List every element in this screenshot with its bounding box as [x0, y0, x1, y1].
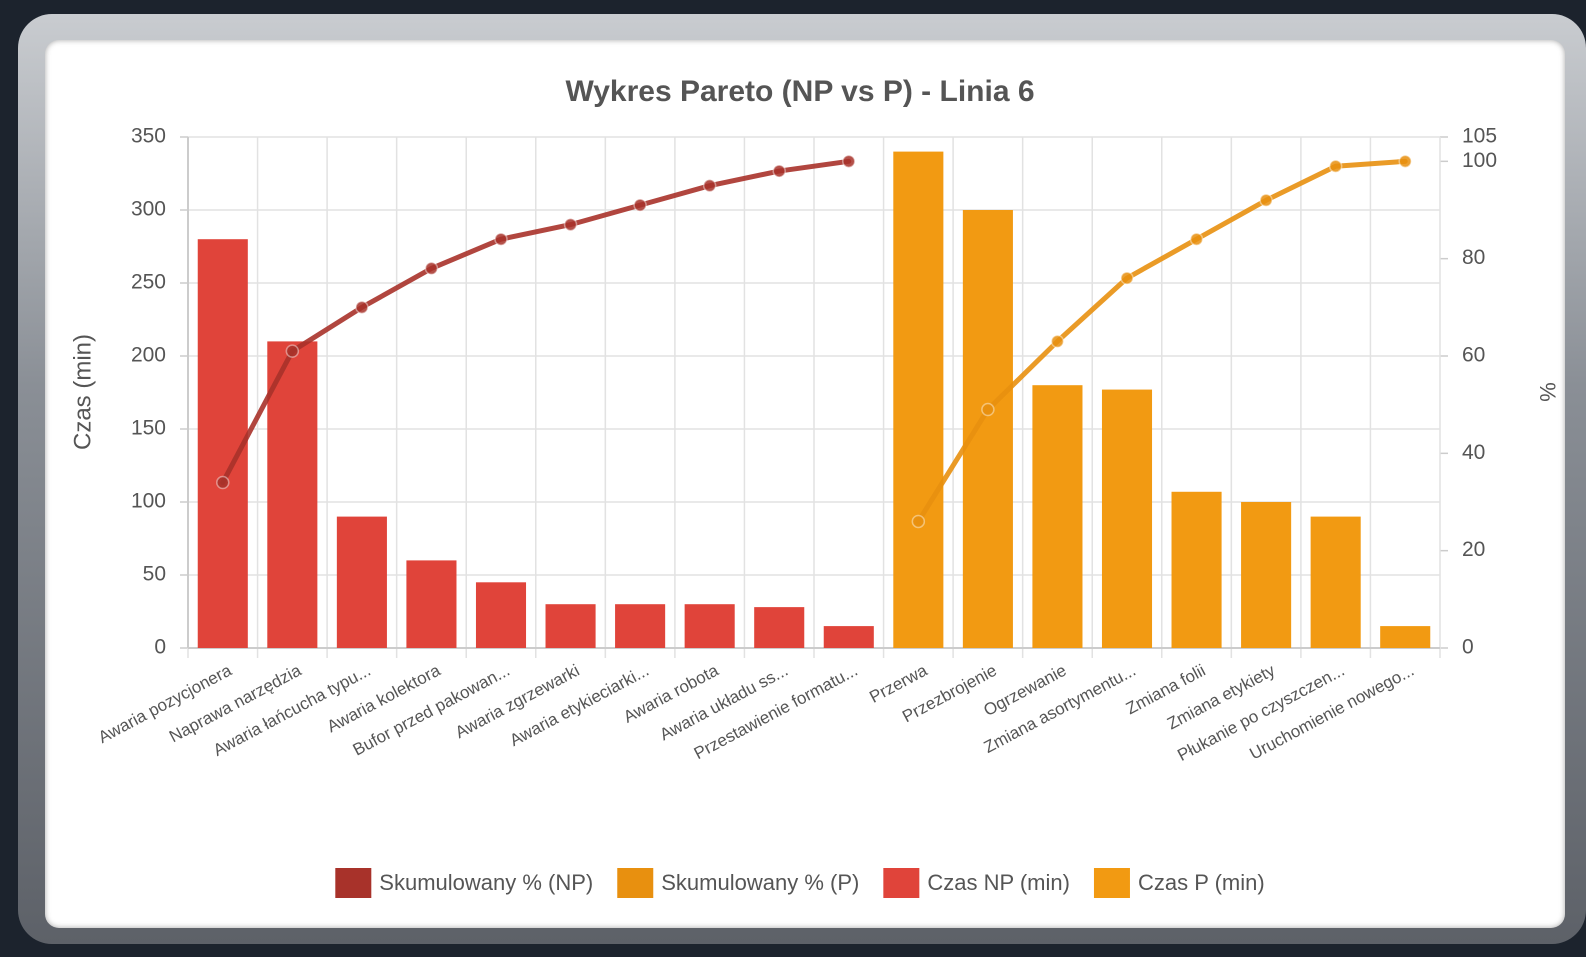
line-point — [424, 261, 439, 276]
bar — [336, 516, 387, 648]
bar — [1241, 502, 1292, 648]
bar — [823, 626, 874, 648]
bar — [545, 604, 596, 648]
line-point — [1398, 154, 1412, 169]
line-point — [842, 154, 856, 169]
y-tick-label: 150 — [131, 417, 166, 440]
line-point — [216, 475, 230, 490]
legend-label: Czas P (min) — [1138, 870, 1265, 895]
y2-tick-label: 60 — [1462, 344, 1485, 367]
y-axis-label: Czas (min) — [69, 334, 96, 450]
bar — [197, 239, 248, 648]
bar — [406, 560, 457, 648]
chart-title: Wykres Pareto (NP vs P) - Linia 6 — [565, 75, 1034, 108]
bar — [475, 582, 527, 648]
y-tick-label: 350 — [131, 125, 166, 148]
bar — [1380, 626, 1431, 648]
line — [915, 158, 1408, 524]
legend-label: Skumulowany % (P) — [661, 870, 859, 895]
y-tick-label: 100 — [131, 490, 166, 513]
legend-swatch — [1093, 868, 1130, 898]
legend-label: Skumulowany % (NP) — [379, 870, 593, 895]
bar — [1310, 516, 1361, 648]
line-point — [1189, 232, 1204, 246]
bar — [962, 210, 1013, 648]
y2-axis-label: % — [1535, 382, 1560, 402]
bar — [1032, 385, 1083, 648]
y-tick-label: 200 — [131, 344, 166, 367]
legend-swatch — [335, 868, 372, 898]
y-tick-label: 300 — [131, 198, 166, 221]
line-point — [355, 300, 369, 315]
legend: Skumulowany % (NP) Skumulowany % (P) Czas … — [335, 868, 1265, 898]
bar — [615, 604, 666, 648]
y-tick-label: 250 — [131, 271, 166, 294]
bar — [1101, 389, 1153, 648]
line-point — [702, 178, 717, 193]
y2-tick-label: 100 — [1462, 149, 1497, 172]
bar — [1171, 491, 1222, 648]
y2-tick-label: 40 — [1462, 441, 1485, 464]
legend-swatch — [617, 868, 654, 898]
line-point — [285, 344, 300, 358]
bar — [754, 607, 805, 648]
y2-tick-label: 105 — [1462, 125, 1497, 148]
legend-label: Czas NP (min) — [927, 870, 1070, 895]
line-point — [1328, 159, 1343, 173]
bar — [684, 604, 735, 648]
line — [220, 158, 852, 486]
y2-tick-label: 0 — [1462, 636, 1474, 659]
line-point — [563, 217, 578, 232]
line-point — [772, 164, 786, 178]
bar — [267, 341, 318, 648]
y-tick-label: 0 — [154, 636, 166, 659]
line-point — [1050, 334, 1065, 349]
line-point — [1120, 271, 1134, 285]
y2-tick-label: 80 — [1462, 246, 1485, 269]
line-point — [911, 514, 926, 529]
y-tick-label: 50 — [143, 563, 166, 586]
y2-tick-label: 20 — [1462, 538, 1485, 561]
legend-swatch — [883, 868, 920, 898]
line-point — [633, 198, 647, 212]
bar — [893, 151, 944, 648]
line-point — [1259, 193, 1273, 208]
line-point — [981, 402, 995, 417]
line-point — [494, 232, 508, 246]
